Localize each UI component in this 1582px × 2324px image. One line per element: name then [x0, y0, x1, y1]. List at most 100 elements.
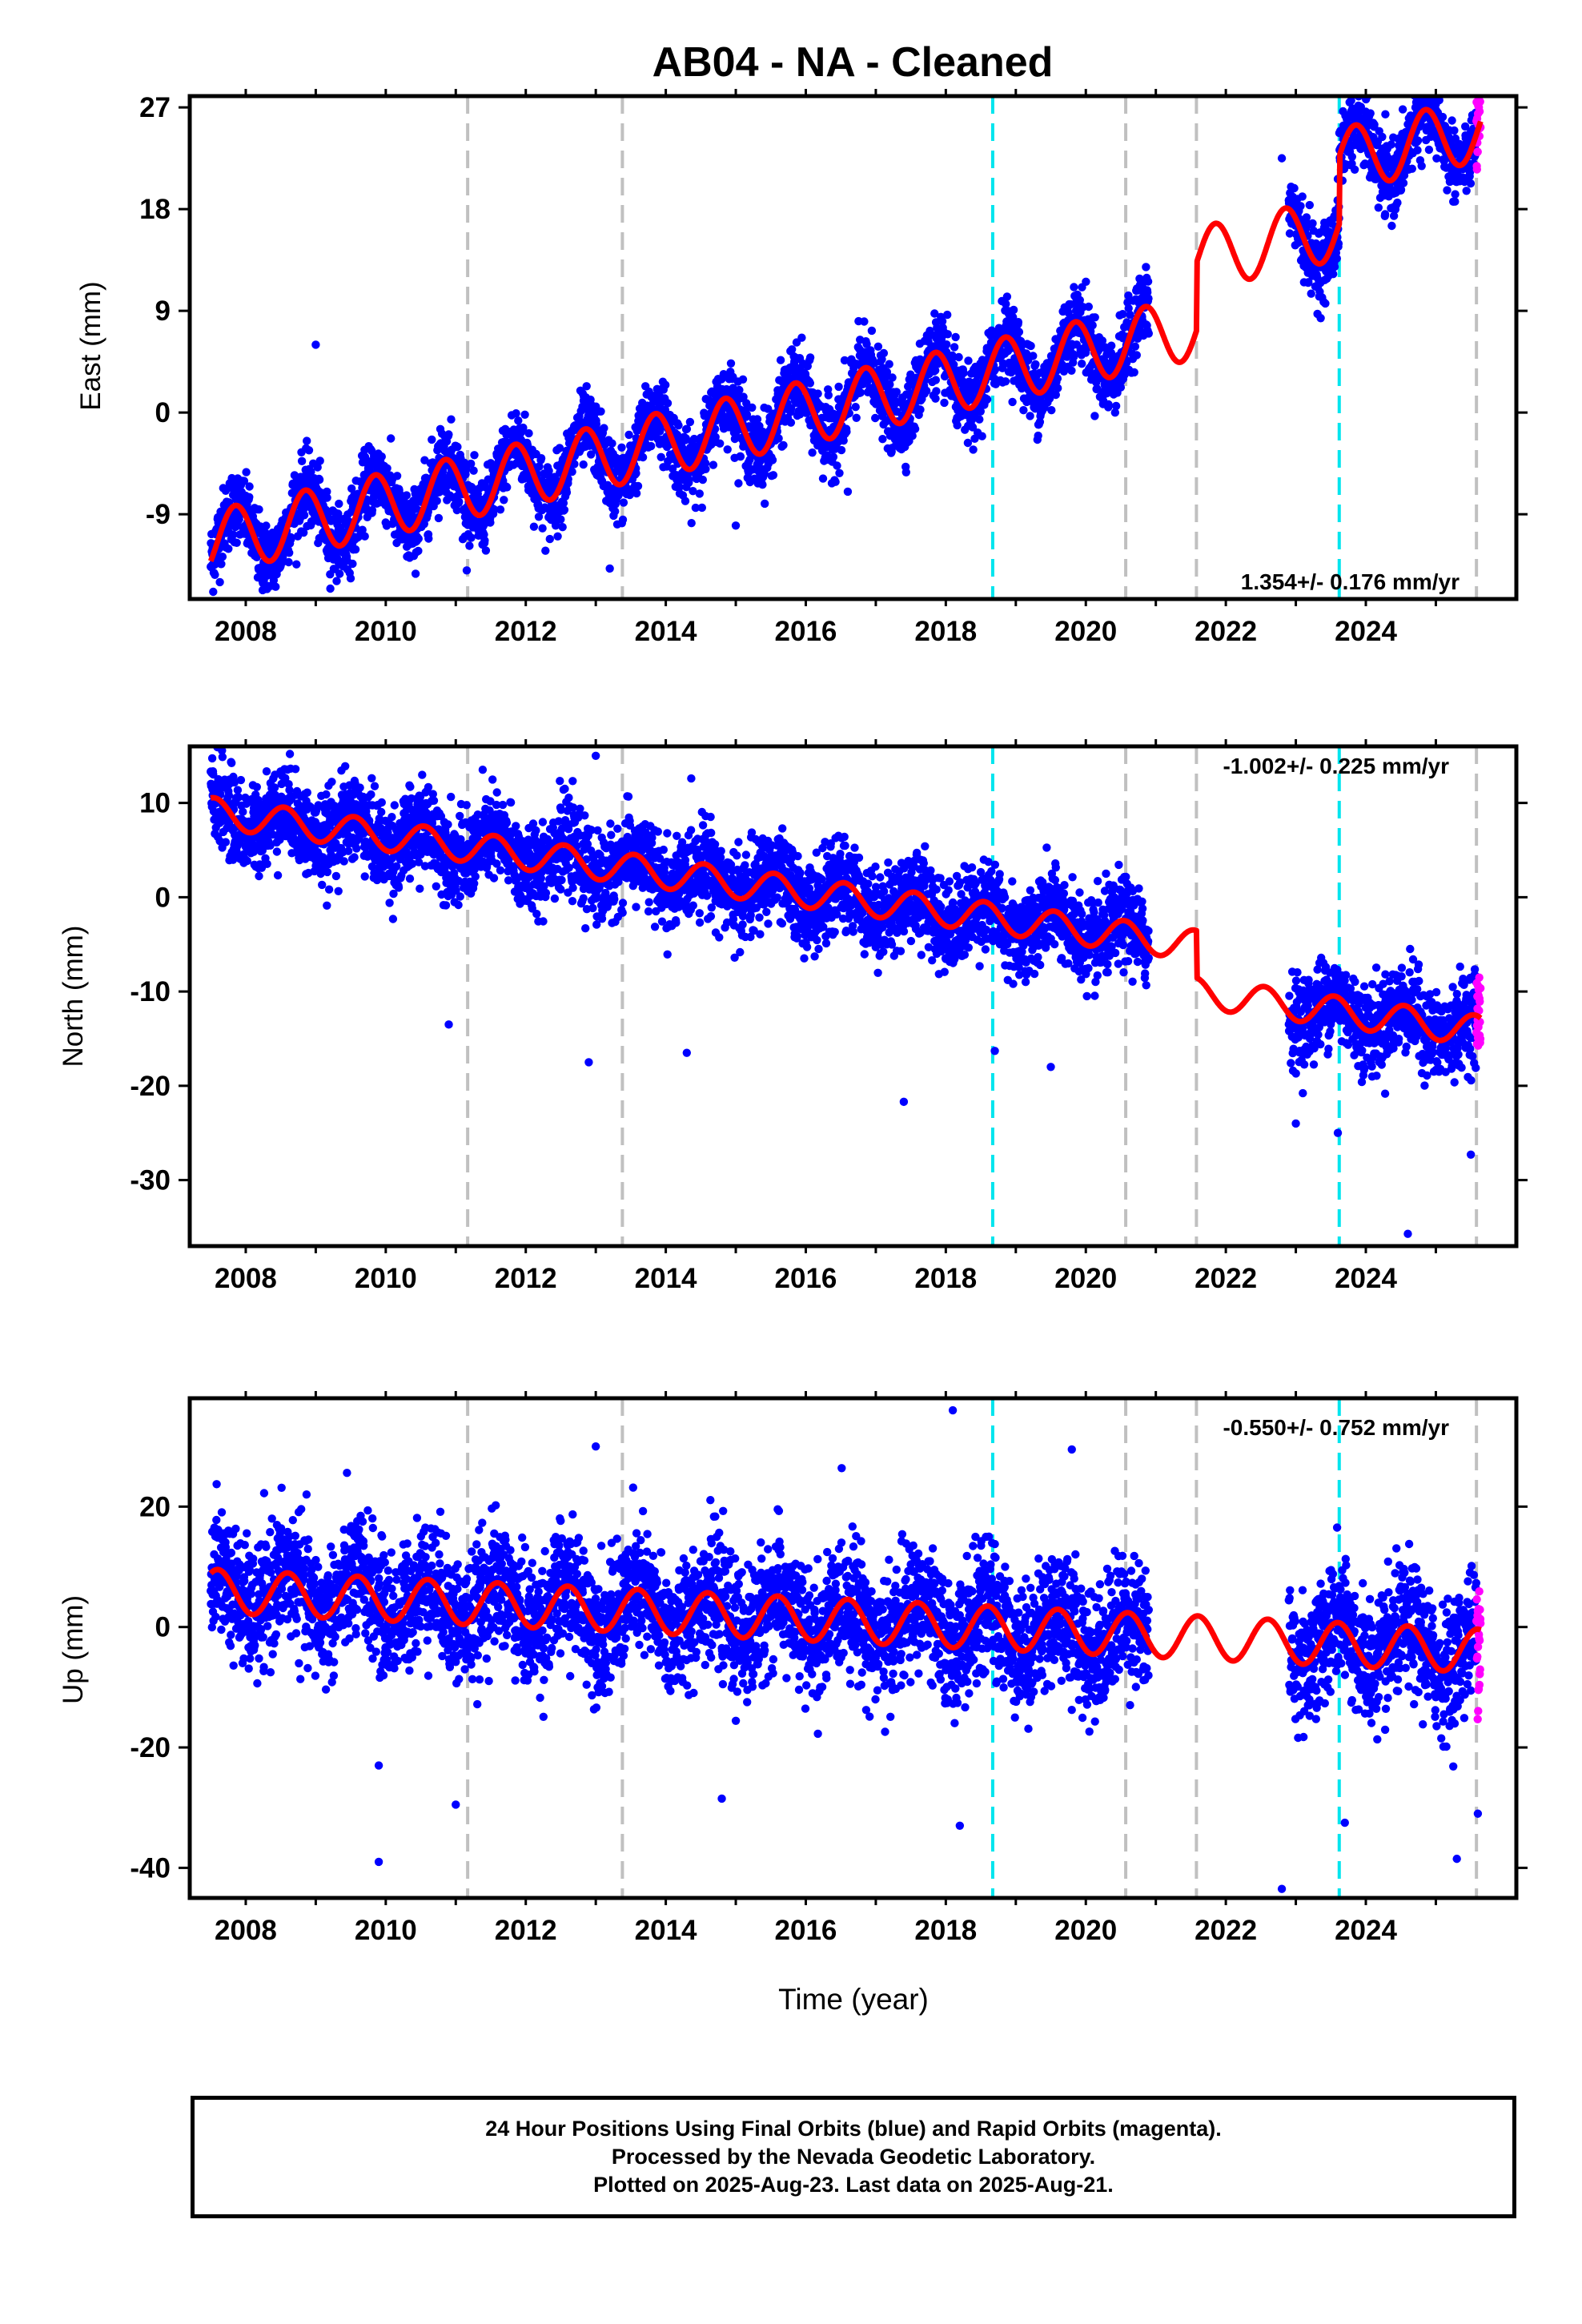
east-point [942, 340, 951, 349]
east-point [387, 434, 396, 443]
east-point [414, 534, 423, 543]
east-point [761, 499, 769, 509]
east-point [481, 546, 491, 555]
east-point [596, 407, 605, 416]
east-point [453, 442, 462, 452]
east-point [617, 443, 626, 452]
east-x-tick-label: 2012 [495, 616, 557, 647]
east-point [1330, 262, 1339, 271]
chart-title: AB04 - NA - Cleaned [652, 39, 1054, 86]
east-point [1132, 351, 1142, 360]
east-point [1462, 187, 1471, 195]
east-point [689, 487, 697, 496]
east-point [1047, 406, 1056, 415]
east-point [1415, 70, 1423, 78]
east-point [287, 535, 295, 544]
east-point [211, 570, 219, 579]
east-point [1290, 183, 1299, 193]
east-point [871, 413, 880, 423]
east-point [402, 491, 411, 500]
east-point [1104, 400, 1113, 409]
east-point [878, 435, 887, 444]
east-point [579, 460, 588, 469]
east-point [490, 505, 499, 514]
east-y-axis-label: East (mm) [75, 281, 106, 410]
east-point [1088, 321, 1097, 330]
east-point [1084, 302, 1094, 312]
east-point [901, 468, 911, 476]
east-x-tick-label: 2016 [775, 616, 837, 647]
north-point [221, 838, 231, 846]
east-point [768, 456, 777, 464]
east-point [738, 375, 748, 384]
east-point [661, 380, 670, 389]
east-point [562, 488, 572, 497]
east-point [1296, 202, 1305, 211]
east-point [600, 424, 608, 432]
east-outlier-point [458, 535, 468, 544]
east-point [834, 382, 843, 392]
east-point [462, 566, 472, 575]
east-point [1451, 190, 1460, 199]
east-point [284, 557, 293, 567]
east-point [1366, 109, 1375, 118]
east-point [303, 436, 311, 445]
east-point [668, 464, 677, 473]
north-point [273, 870, 283, 880]
east-x-tick-label: 2022 [1195, 616, 1257, 647]
east-point [867, 326, 877, 336]
east-point [587, 450, 596, 459]
east-point [326, 584, 335, 593]
north-point [227, 758, 236, 767]
east-point [1423, 85, 1431, 93]
east-point [736, 452, 745, 461]
east-point [1031, 360, 1040, 369]
east-point [470, 451, 479, 460]
east-point [851, 403, 860, 412]
east-point [835, 468, 844, 477]
east-point [1422, 74, 1430, 82]
east-point [701, 464, 710, 473]
east-point [691, 503, 701, 513]
east-point [221, 486, 231, 495]
east-point [938, 317, 947, 326]
east-point [1425, 77, 1433, 85]
east-point [758, 480, 767, 489]
east-point [541, 546, 550, 555]
east-point [916, 405, 925, 414]
east-point [582, 382, 591, 391]
east-point [500, 496, 508, 505]
east-point [879, 348, 889, 358]
east-point [656, 452, 665, 461]
east-point [619, 498, 628, 507]
east-point [1302, 213, 1311, 222]
east-point [1070, 283, 1078, 292]
east-point [377, 452, 386, 461]
east-point [701, 459, 710, 468]
east-point [332, 577, 341, 585]
east-point [818, 474, 828, 483]
east-outlier-point [1277, 154, 1287, 163]
east-x-tick-label: 2018 [914, 616, 977, 647]
east-point [663, 399, 673, 408]
east-point [215, 577, 224, 587]
east-point [611, 507, 620, 516]
east-point [748, 403, 757, 412]
east-point [245, 493, 254, 501]
east-point [673, 430, 682, 440]
east-point [232, 538, 241, 547]
north-point [218, 753, 227, 762]
east-point [1001, 377, 1010, 386]
east-point [553, 532, 562, 541]
east-point [570, 460, 579, 468]
east-point [1398, 105, 1407, 114]
east-point [1378, 132, 1387, 142]
north-point [224, 791, 234, 800]
east-point [632, 468, 640, 478]
north-point [263, 859, 271, 869]
east-point [1307, 289, 1315, 298]
east-point [1347, 152, 1357, 161]
east-point [480, 536, 489, 545]
east-point [1090, 412, 1099, 420]
east-point [682, 424, 692, 433]
